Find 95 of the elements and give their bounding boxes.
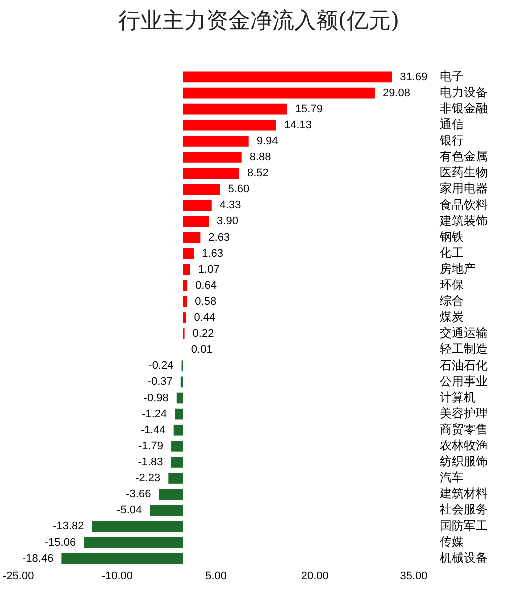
data-label: -1.24 (142, 408, 168, 420)
data-label: 5.60 (228, 184, 250, 196)
data-label: 2.63 (208, 232, 230, 244)
data-label: -1.44 (140, 424, 166, 436)
bar (183, 184, 220, 196)
x-tick-label: -25.00 (2, 570, 34, 582)
y-tick-label: 环保 (440, 278, 464, 292)
y-tick-label: 家用电器 (440, 182, 488, 196)
bar (92, 521, 184, 532)
y-tick-label: 钢铁 (439, 230, 464, 244)
data-label: -3.66 (126, 488, 152, 501)
x-tick-label: 5.00 (206, 570, 228, 582)
bar (183, 232, 201, 244)
data-label: 14.13 (284, 119, 312, 132)
data-label: -1.83 (138, 456, 164, 468)
y-tick-label: 医药生物 (440, 166, 488, 180)
bar (172, 440, 184, 452)
bar (62, 553, 184, 564)
data-label: -15.06 (44, 536, 76, 549)
data-label: 1.63 (202, 248, 224, 260)
y-tick-label: 石油石化 (440, 358, 488, 372)
y-tick-label: 通信 (440, 118, 464, 132)
data-label: 3.90 (217, 216, 238, 228)
data-label: 4.33 (220, 200, 242, 212)
data-label: -0.98 (144, 392, 169, 404)
y-tick-label: 农林牧渔 (440, 438, 488, 453)
bar (183, 168, 240, 179)
data-label: 29.08 (382, 87, 411, 100)
bar (168, 473, 184, 484)
data-label: 0.64 (196, 280, 217, 292)
x-tick-label: 20.00 (301, 570, 329, 582)
bar (159, 489, 184, 500)
data-label: 0.01 (191, 344, 213, 356)
data-label: 8.88 (250, 152, 272, 164)
y-tick-label: 煤炭 (440, 310, 464, 324)
data-label: 0.22 (192, 328, 214, 340)
data-label: -18.46 (22, 552, 54, 565)
bar (183, 216, 210, 228)
data-label: 0.44 (194, 312, 216, 324)
bar (183, 88, 375, 99)
data-label: 31.69 (400, 71, 428, 84)
y-tick-label: 电力设备 (440, 85, 488, 100)
y-tick-label: 有色金属 (440, 150, 488, 164)
y-tick-label: 综合 (440, 294, 464, 308)
bar (150, 505, 184, 516)
y-tick-label: 机械设备 (440, 550, 488, 565)
y-tick-label: 社会服务 (440, 502, 488, 517)
bar (183, 104, 288, 115)
bar (183, 280, 188, 292)
data-label: 8.52 (247, 168, 269, 180)
data-label: 1.07 (198, 264, 220, 276)
data-label: -0.24 (148, 360, 174, 372)
y-tick-label: 轻工制造 (440, 342, 488, 356)
bar (183, 248, 194, 260)
data-label: -2.23 (136, 472, 161, 485)
data-label: -13.82 (53, 520, 84, 533)
data-label: 9.94 (256, 135, 278, 148)
y-tick-label: 银行 (439, 134, 464, 148)
bar (183, 296, 188, 308)
bar (180, 376, 184, 388)
y-tick-label: 化工 (440, 246, 464, 260)
y-tick-label: 非银金融 (440, 101, 488, 116)
data-label: -5.04 (117, 504, 142, 517)
bar (183, 152, 242, 163)
y-tick-label: 计算机 (440, 390, 476, 404)
bar (175, 408, 184, 420)
y-tick-label: 房地产 (440, 262, 476, 276)
y-tick-label: 国防军工 (440, 518, 488, 533)
data-label: -1.79 (138, 440, 164, 452)
bar (183, 264, 190, 276)
y-tick-label: 建筑材料 (439, 486, 488, 501)
y-tick-label: 电子 (440, 69, 464, 84)
bar (176, 392, 184, 404)
bar (183, 200, 212, 212)
x-tick-label: -10.00 (102, 570, 134, 582)
y-tick-label: 美容护理 (440, 406, 488, 420)
y-tick-label: 食品饮料 (440, 198, 488, 212)
data-label: -0.37 (148, 376, 173, 388)
y-tick-label: 建筑装饰 (439, 214, 488, 228)
data-label: 0.58 (195, 296, 217, 308)
y-tick-label: 传媒 (440, 534, 464, 549)
y-tick-label: 汽车 (440, 470, 464, 485)
y-tick-label: 公用事业 (440, 374, 488, 388)
bar (171, 457, 184, 468)
bar (183, 120, 276, 131)
chart-title: 行业主力资金净流入额(亿元) (117, 8, 401, 36)
y-tick-label: 交通运输 (440, 326, 488, 340)
y-tick-label: 商贸零售 (440, 422, 488, 436)
bar (183, 136, 249, 147)
bar (174, 424, 184, 436)
bar (84, 537, 184, 548)
y-tick-label: 纺织服饰 (440, 454, 488, 469)
bar (183, 72, 392, 83)
x-tick-label: 35.00 (400, 570, 428, 582)
data-label: 15.79 (295, 103, 323, 116)
